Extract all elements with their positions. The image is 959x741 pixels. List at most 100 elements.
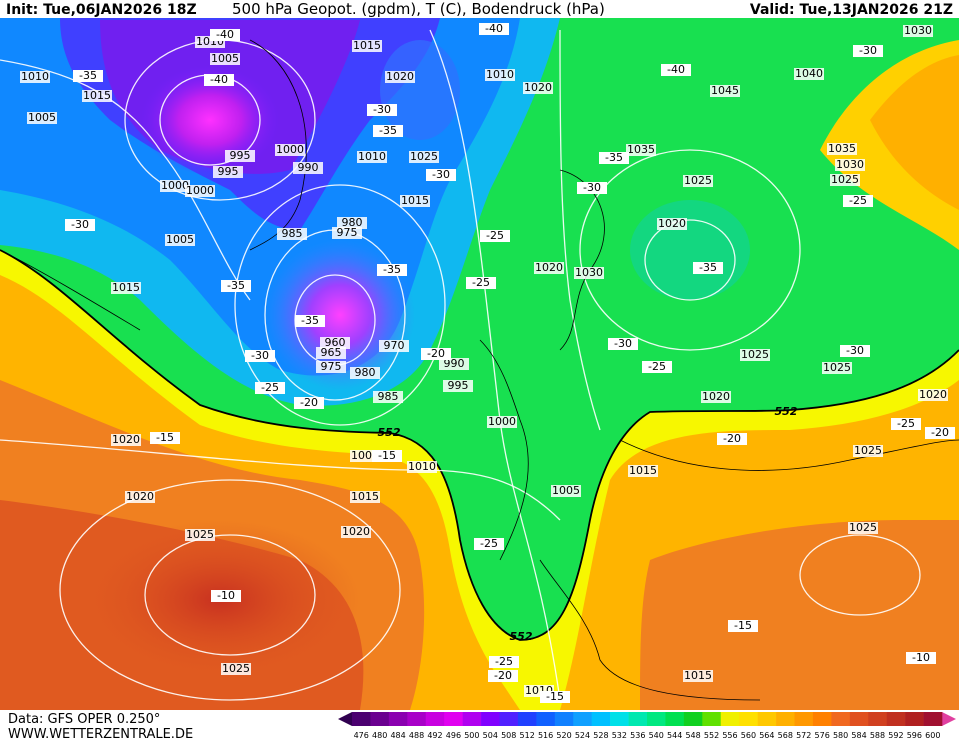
temperature-label: -30 — [846, 344, 864, 357]
pressure-label-box — [443, 380, 473, 392]
pressure-label: 1030 — [575, 266, 603, 279]
colorbar-swatch — [647, 712, 666, 726]
pressure-label: 1010 — [486, 68, 514, 81]
pressure-label: 1020 — [126, 490, 154, 503]
pressure-label-box — [350, 491, 380, 503]
pressure-label: 1000 — [488, 415, 516, 428]
pressure-label-box — [185, 185, 215, 197]
temperature-label: -25 — [495, 655, 513, 668]
temperature-label-box — [255, 382, 285, 394]
pressure-label: 990 — [444, 357, 465, 370]
colorbar-swatch — [739, 712, 758, 726]
pressure-label: 1025 — [186, 528, 214, 541]
pressure-label-box — [352, 40, 382, 52]
map-title: 500 hPa Geopot. (gpdm), T (C), Bodendruc… — [232, 0, 605, 18]
pressure-label-box — [160, 180, 190, 192]
colorbar-label: 580 — [833, 731, 848, 740]
temperature-label: -30 — [251, 349, 269, 362]
pressure-label: 1010 — [21, 70, 49, 83]
colorbar-label: 496 — [446, 731, 461, 740]
temperature-label: -20 — [494, 669, 512, 682]
colorbar-swatch — [905, 712, 924, 726]
temperature-label-box — [373, 125, 403, 137]
pressure-label: 1020 — [386, 70, 414, 83]
pressure-label-box — [534, 262, 564, 274]
pressure-label-box — [341, 526, 371, 538]
colorbar-swatch — [849, 712, 869, 726]
temperature-label-box — [211, 590, 241, 602]
geopotential-label: 552 — [775, 405, 798, 418]
pressure-label-box — [225, 150, 255, 162]
colorbar-label: 536 — [630, 731, 645, 740]
colorbar-label: 512 — [520, 731, 535, 740]
pressure-label: 1000 — [161, 179, 189, 192]
temperature-label-box — [853, 45, 883, 57]
pressure-label-box — [275, 144, 305, 156]
pressure-label: 1005 — [166, 233, 194, 246]
temperature-label: -25 — [261, 381, 279, 394]
colorbar-swatch — [757, 712, 777, 726]
colorbar-swatch — [407, 712, 427, 726]
pressure-label-box — [822, 362, 852, 374]
colorbar: 476 480 484 488 492 496 500 504 508 512 516 520 524 5… — [352, 712, 943, 740]
colorbar-swatch — [776, 712, 795, 726]
pressure-label-box — [213, 166, 243, 178]
temperature-label: -25 — [480, 537, 498, 550]
pressure-label-box — [185, 529, 215, 541]
colorbar-swatch — [444, 712, 463, 726]
pressure-label: 975 — [321, 360, 342, 373]
pressure-label: 990 — [298, 161, 319, 174]
pressure-label: 1030 — [904, 24, 932, 37]
temperature-label: -40 — [485, 22, 503, 35]
temperature-label-box — [221, 280, 251, 292]
pressure-label-box — [210, 53, 240, 65]
header-bar — [0, 0, 959, 18]
temperature-label-box — [577, 182, 607, 194]
pressure-label: 1020 — [535, 261, 563, 274]
temperature-label: -40 — [216, 28, 234, 41]
colorbar-label: 576 — [815, 731, 830, 740]
pressure-label-box — [337, 217, 367, 229]
temperature-label-box — [73, 70, 103, 82]
pressure-label-box — [439, 358, 469, 370]
pressure-label-box — [316, 361, 346, 373]
pressure-label-box — [125, 491, 155, 503]
colorbar-label: 572 — [796, 731, 811, 740]
pressure-label-box — [27, 112, 57, 124]
colorbar-arrow-right — [942, 712, 956, 726]
pressure-label-box — [20, 71, 50, 83]
pressure-label: 995 — [448, 379, 469, 392]
colorbar-swatch — [923, 712, 943, 726]
pressure-label: 1025 — [684, 174, 712, 187]
pressure-label: 1000 — [276, 143, 304, 156]
pressure-label-box — [221, 663, 251, 675]
colorbar-swatch — [499, 712, 519, 726]
pressure-label-box — [385, 71, 415, 83]
colorbar-label: 488 — [409, 731, 424, 740]
temperature-label: -40 — [210, 73, 228, 86]
temperature-label: -15 — [378, 449, 396, 462]
colorbar-swatch — [462, 712, 482, 726]
temperature-label-box — [367, 104, 397, 116]
colorbar-label: 500 — [464, 731, 479, 740]
temperature-label-box — [489, 656, 519, 668]
temperature-label-box — [474, 538, 504, 550]
pressure-label: 1015 — [401, 194, 429, 207]
temperature-label-box — [642, 361, 672, 373]
website: WWW.WETTERZENTRALE.DE — [8, 727, 193, 741]
temperature-label-box — [693, 262, 723, 274]
pressure-label-box — [373, 391, 403, 403]
temperature-label-box — [479, 23, 509, 35]
temperature-label-box — [65, 219, 95, 231]
pressure-label: 1030 — [836, 158, 864, 171]
colorbar-swatch — [665, 712, 685, 726]
temperature-label: -20 — [931, 426, 949, 439]
temperature-label-box — [210, 29, 240, 41]
colorbar-swatch — [886, 712, 906, 726]
temperature-label-box — [728, 620, 758, 632]
temperature-label: -20 — [427, 347, 445, 360]
pressure-label: 1020 — [524, 81, 552, 94]
geopotential-label: 552 — [378, 426, 401, 439]
colorbar-swatch — [425, 712, 445, 726]
